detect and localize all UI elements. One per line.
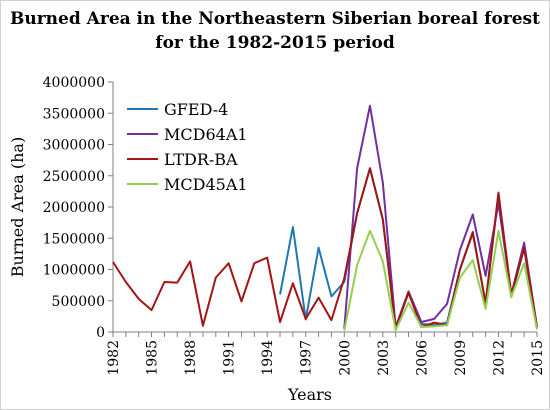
y-axis-title: Burned Area (ha)	[8, 137, 27, 277]
x-tick-label: 1991	[222, 340, 238, 376]
x-tick-label: 2015	[530, 340, 546, 376]
y-tick-label: 0	[96, 325, 105, 341]
chart-subtitle: for the 1982-2015 period	[155, 33, 395, 53]
y-tick-label: 500000	[52, 294, 105, 310]
y-tick-label: 4000000	[43, 75, 105, 91]
y-tick-label: 3000000	[43, 138, 105, 154]
chart-title: Burned Area in the Northeastern Siberian…	[10, 9, 540, 29]
x-tick-label: 1988	[183, 340, 199, 376]
x-tick-label: 1994	[260, 340, 276, 376]
legend-label: MCD64A1	[164, 125, 248, 144]
y-tick-label: 1000000	[43, 263, 105, 279]
series-line-mcd45a1	[343, 229, 538, 332]
y-tick-label: 3500000	[43, 106, 105, 122]
legend: GFED-4 MCD64A1 LTDR-BA MCD45A1	[127, 100, 248, 194]
x-tick-label: 1982	[106, 340, 122, 376]
series-line-mcd64a1	[343, 104, 538, 329]
x-axis-title: Years	[287, 385, 332, 404]
y-tick-label: 1500000	[43, 231, 105, 247]
series-line-ltdr-ba	[112, 167, 538, 330]
y-tick-label: 2000000	[43, 200, 105, 216]
x-tick-label: 1985	[145, 340, 161, 376]
axes: 0 500000 1000000 1500000 2000000 2500000 30000…	[43, 75, 546, 376]
x-tick-label: 2000	[337, 340, 353, 376]
x-tick-label: 2003	[376, 340, 392, 376]
y-tick-label: 2500000	[43, 169, 105, 185]
x-tick-label: 1997	[299, 340, 315, 376]
x-tick-label: 2009	[453, 340, 469, 376]
legend-label: GFED-4	[164, 100, 228, 119]
x-tick-label: 2012	[491, 340, 507, 376]
series-lines	[112, 104, 538, 332]
x-tick-label: 2006	[414, 340, 430, 376]
legend-label: MCD45A1	[164, 175, 248, 194]
legend-label: LTDR-BA	[164, 150, 238, 169]
